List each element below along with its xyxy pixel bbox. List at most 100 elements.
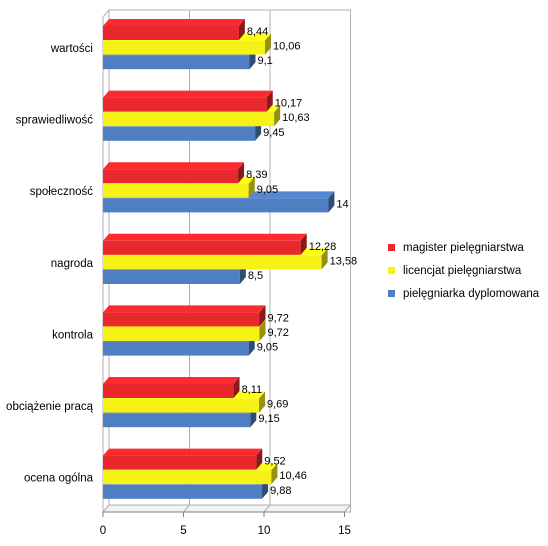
bar-front — [103, 470, 272, 485]
bar-front — [103, 126, 256, 141]
category-label: sprawiedliwość — [16, 115, 94, 127]
bar-front — [103, 198, 329, 213]
bar — [103, 377, 240, 398]
value-label: 10,06 — [273, 41, 301, 53]
bar-front — [103, 40, 265, 55]
bar-end — [300, 233, 307, 255]
bar-top — [103, 233, 307, 241]
legend-item: licencjat pielęgniarstwa — [388, 259, 539, 282]
category-label: wartości — [50, 43, 93, 55]
legend-label: pielęgniarka dyplomowana — [403, 287, 540, 300]
legend-swatch — [388, 267, 395, 274]
category-label: obciążenie pracą — [6, 401, 94, 413]
bar-front — [103, 183, 249, 198]
bar — [103, 305, 266, 327]
category-label: społeczność — [30, 186, 94, 198]
bar-top — [103, 19, 245, 26]
floor — [101, 504, 352, 513]
value-label: 9,52 — [264, 456, 285, 468]
gridline — [344, 504, 351, 513]
value-label: 8,44 — [247, 26, 268, 38]
bar-front — [103, 384, 234, 398]
bar-front — [103, 455, 257, 470]
legend-item: magister pielęgniarstwa — [388, 236, 539, 259]
bar-top — [103, 305, 266, 313]
legend-label: magister pielęgniarstwa — [403, 241, 524, 254]
gridline — [263, 504, 271, 513]
value-label: 13,58 — [330, 255, 358, 267]
gridline — [183, 504, 190, 513]
x-tick-label: 0 — [100, 525, 106, 537]
value-label: 10,17 — [275, 98, 303, 110]
bar-front — [103, 55, 250, 70]
bar — [103, 233, 307, 255]
bar-end — [233, 377, 240, 398]
bar-front — [103, 312, 260, 327]
value-label: 9,72 — [267, 327, 288, 339]
bar-end — [259, 320, 266, 341]
category-labels: wartości sprawiedliwość społeczność nagroda… — [6, 43, 94, 485]
bar-end — [259, 305, 266, 327]
value-label: 9,05 — [257, 342, 278, 354]
bar-end — [238, 162, 245, 184]
category-label: kontrola — [52, 329, 94, 341]
x-tick-label: 10 — [258, 525, 271, 537]
bar-end — [321, 248, 328, 270]
bar-front — [103, 169, 239, 184]
bar-front — [103, 112, 275, 127]
bar-front — [103, 327, 260, 341]
value-label: 8,39 — [246, 169, 267, 181]
bar-front — [103, 97, 267, 112]
bar-top — [103, 90, 273, 98]
bar-front — [103, 484, 263, 499]
value-label: 8,11 — [242, 384, 263, 396]
value-label: 9,88 — [270, 485, 291, 497]
value-label: 9,05 — [257, 184, 278, 196]
category-label: nagroda — [51, 258, 94, 270]
bar-end — [238, 19, 245, 40]
value-label: 10,63 — [282, 112, 310, 124]
legend-label: licencjat pielęgniarstwa — [403, 264, 522, 277]
value-label: 9,69 — [267, 399, 288, 411]
bars — [103, 19, 335, 499]
bar-front — [103, 398, 260, 413]
x-tick-label: 15 — [338, 525, 351, 537]
value-label: 9,1 — [258, 55, 273, 67]
value-label: 9,45 — [263, 127, 284, 139]
bar-end — [266, 90, 273, 112]
bar-front — [103, 255, 322, 270]
bar-top — [103, 377, 240, 384]
value-label: 10,46 — [279, 470, 307, 482]
category-label: ocena ogólna — [24, 473, 94, 485]
legend: magister pielęgniarstwa licencjat pielęg… — [388, 236, 539, 305]
bar-front — [103, 270, 240, 284]
bar-front — [103, 341, 249, 356]
legend-swatch — [388, 244, 395, 251]
bar-front — [103, 240, 301, 255]
x-axis: 0 5 10 15 — [100, 511, 351, 537]
x-tick-label: 5 — [180, 525, 186, 537]
value-label: 12,28 — [309, 241, 337, 253]
bar-end — [248, 176, 255, 198]
bar — [103, 162, 245, 184]
value-label: 9,15 — [258, 413, 279, 425]
bar-end — [264, 33, 271, 55]
bar-end — [274, 105, 281, 127]
value-label: 14 — [336, 198, 348, 210]
value-label: 9,72 — [267, 312, 288, 324]
bar-end — [271, 463, 278, 485]
value-label: 8,5 — [248, 270, 263, 282]
bar — [103, 19, 245, 40]
bar-front — [103, 413, 251, 428]
legend-item: pielęgniarka dyplomowana — [388, 282, 539, 305]
value-labels: 8,44 10,069,1 10,17 10,63 9,45 8,39 9,05 14 12,2… — [242, 26, 358, 497]
bar-end — [328, 191, 335, 213]
bar-top — [103, 162, 245, 170]
bar — [103, 90, 273, 112]
legend-swatch — [388, 290, 395, 297]
bar-end — [256, 448, 263, 470]
bar-top — [103, 448, 263, 456]
bar-end — [259, 391, 266, 413]
bar — [103, 448, 263, 470]
